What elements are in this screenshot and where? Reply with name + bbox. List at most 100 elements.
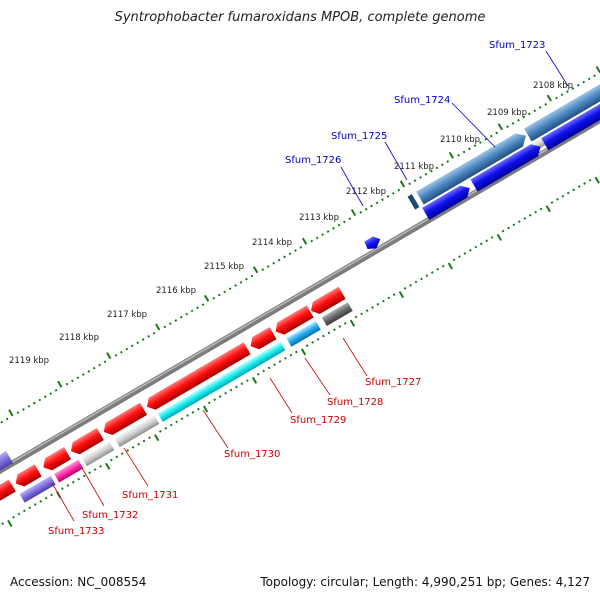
leader-sfum-1727 (342, 337, 368, 377)
gene-far-left-red-feature[interactable] (0, 479, 16, 501)
inner-minor-tick (197, 407, 200, 411)
gene-sfum-1723c-feature[interactable] (541, 82, 600, 151)
outer-minor-tick (582, 80, 586, 84)
gene-label-sfum-1730[interactable]: Sfum_1730 (224, 449, 280, 460)
outer-minor-tick (473, 144, 477, 148)
inner-minor-tick (50, 493, 53, 497)
gene-grey-feature[interactable] (114, 415, 160, 448)
genome-track (0, 66, 600, 527)
gene-label-sfum-1732[interactable]: Sfum_1732 (82, 510, 138, 521)
inner-minor-tick (191, 410, 195, 414)
leader-sfum-1731 (123, 447, 149, 487)
outer-minor-tick (299, 246, 303, 249)
gene-sfum-1732-feature[interactable] (67, 427, 104, 457)
leader-sfum-1728 (304, 357, 331, 396)
kbp-label-2119: 2119 kbp (9, 356, 49, 366)
kbp-label-2118: 2118 kbp (59, 333, 99, 343)
outer-minor-tick (576, 83, 580, 87)
gene-left-red-feature[interactable] (12, 464, 42, 489)
gene-sfum-1731-feature[interactable] (100, 402, 148, 438)
inner-minor-tick (207, 401, 211, 405)
outer-major-tick (57, 380, 63, 388)
outer-minor-tick (163, 325, 167, 329)
inner-minor-tick (485, 239, 489, 243)
inner-minor-tick (12, 515, 15, 519)
gene-sfum-1733-feature[interactable] (40, 447, 72, 473)
gene-sfum-1724-feature[interactable] (416, 130, 530, 205)
gene-sfum-1726-feature[interactable] (422, 182, 473, 220)
gene-label-sfum-1724[interactable]: Sfum_1724 (394, 95, 450, 106)
inner-minor-tick (88, 471, 91, 475)
gene-purple-bottom-feature[interactable] (19, 475, 56, 503)
outer-major-tick (155, 323, 161, 331)
inner-minor-tick (77, 477, 81, 481)
gene-label-sfum-1723[interactable]: Sfum_1723 (489, 40, 545, 51)
inner-major-tick (7, 519, 13, 527)
inner-minor-tick (490, 236, 494, 239)
kbp-label-2117: 2117 kbp (107, 310, 147, 320)
inner-minor-tick (338, 325, 342, 328)
gene-label-sfum-1727[interactable]: Sfum_1727 (365, 377, 421, 388)
outer-minor-tick (288, 252, 292, 256)
gene-sfum-1723b-feature[interactable] (470, 141, 545, 192)
gene-label-sfum-1733[interactable]: Sfum_1733 (48, 526, 104, 537)
inner-major-tick (154, 434, 160, 442)
outer-minor-tick (27, 404, 31, 408)
gene-sfum-1729-feature[interactable] (247, 327, 277, 352)
gene-left-purple-feature[interactable] (0, 450, 14, 509)
gene-label-sfum-1729[interactable]: Sfum_1729 (290, 415, 346, 426)
outer-minor-tick (38, 398, 42, 402)
inner-minor-tick (577, 185, 581, 189)
gene-label-sfum-1726[interactable]: Sfum_1726 (285, 155, 341, 166)
outer-minor-tick (315, 236, 319, 240)
outer-minor-tick (239, 280, 243, 284)
outer-minor-tick (212, 296, 216, 300)
gene-sfum-1723-feature[interactable] (524, 67, 600, 142)
inner-minor-tick (474, 245, 478, 249)
inner-minor-tick (458, 255, 461, 258)
outer-minor-tick (283, 255, 286, 259)
gene-pink-feature[interactable] (54, 459, 84, 483)
inner-minor-tick (343, 321, 347, 325)
gene-sfum-1725-feature[interactable] (407, 194, 420, 210)
inner-minor-tick (436, 267, 440, 271)
gene-sfum-1727-feature[interactable] (307, 286, 346, 317)
inner-minor-tick (256, 372, 260, 376)
gene-label-sfum-1728[interactable]: Sfum_1728 (327, 397, 383, 408)
gene-sfum-1730-feature[interactable] (143, 342, 251, 413)
outer-minor-tick (435, 166, 439, 170)
gene-sky-feature[interactable] (286, 320, 321, 347)
inner-minor-tick (240, 382, 244, 386)
inner-minor-tick (17, 512, 21, 516)
inner-minor-tick (294, 350, 298, 354)
gene-label-sfum-1731[interactable]: Sfum_1731 (122, 490, 178, 501)
inner-minor-tick (566, 191, 570, 195)
gene-sfum-1728-feature[interactable] (272, 305, 314, 337)
inner-major-tick (594, 176, 600, 184)
outer-minor-tick (538, 106, 542, 109)
outer-minor-tick (527, 112, 531, 116)
inner-minor-tick (523, 217, 527, 220)
inner-major-tick (202, 405, 209, 413)
gene-grey-dark-feature[interactable] (321, 302, 353, 327)
gene-label-sfum-1725[interactable]: Sfum_1725 (331, 131, 387, 142)
inner-minor-tick (441, 264, 445, 268)
inner-minor-tick (142, 439, 146, 443)
outer-major-tick (301, 237, 308, 245)
inner-minor-tick (376, 302, 380, 306)
outer-minor-tick (16, 411, 20, 415)
inner-minor-tick (39, 499, 43, 503)
gene-small-blue-feature[interactable] (363, 234, 383, 252)
outer-minor-tick (424, 172, 428, 176)
gene-grey2-feature[interactable] (81, 441, 115, 467)
outer-minor-tick (593, 74, 596, 78)
outer-minor-tick (495, 131, 499, 135)
outer-minor-tick (566, 90, 569, 93)
gene-cyan-feature[interactable] (157, 341, 286, 422)
inner-minor-tick (561, 194, 565, 198)
inner-major-tick (349, 319, 356, 327)
outer-major-tick (204, 294, 210, 302)
outer-minor-tick (196, 306, 199, 310)
outer-minor-tick (261, 268, 265, 271)
